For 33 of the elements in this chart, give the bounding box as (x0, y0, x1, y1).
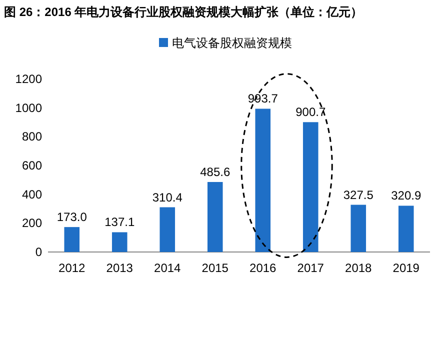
y-tick-label: 800 (22, 130, 42, 144)
bar (160, 207, 176, 252)
y-tick-label: 600 (22, 158, 42, 172)
bar (207, 182, 223, 252)
x-tick-label: 2017 (297, 261, 324, 275)
bar (255, 108, 271, 252)
x-tick-label: 2012 (58, 261, 86, 275)
data-label: 310.4 (152, 190, 183, 204)
x-tick-label: 2014 (154, 261, 182, 275)
bar (350, 204, 366, 252)
chart-title: 图 26：2016 年电力设备行业股权融资规模大幅扩张（单位：亿元） (4, 5, 363, 19)
bar (64, 227, 80, 252)
x-tick-label: 2016 (250, 261, 277, 275)
data-label: 320.9 (391, 188, 422, 203)
data-label: 993.7 (248, 92, 278, 106)
data-label: 137.1 (104, 215, 135, 230)
data-label: 327.5 (343, 188, 374, 202)
y-tick-label: 1200 (15, 72, 42, 86)
bar (112, 232, 128, 252)
y-tick-label: 1000 (15, 100, 42, 115)
bar (398, 206, 414, 252)
y-tick-label: 200 (22, 216, 42, 230)
data-label: 900.7 (296, 105, 326, 120)
x-tick-label: 2015 (202, 261, 229, 275)
x-tick-label: 2013 (106, 261, 134, 275)
x-tick-label: 2019 (392, 261, 420, 275)
y-tick-label: 400 (22, 187, 42, 202)
x-tick-label: 2018 (345, 261, 372, 275)
legend-label: 电气设备股权融资规模 (172, 36, 292, 50)
y-tick-label: 0 (35, 245, 42, 259)
data-label: 173.0 (56, 210, 88, 224)
data-label: 485.6 (200, 164, 230, 179)
bar (302, 122, 318, 252)
